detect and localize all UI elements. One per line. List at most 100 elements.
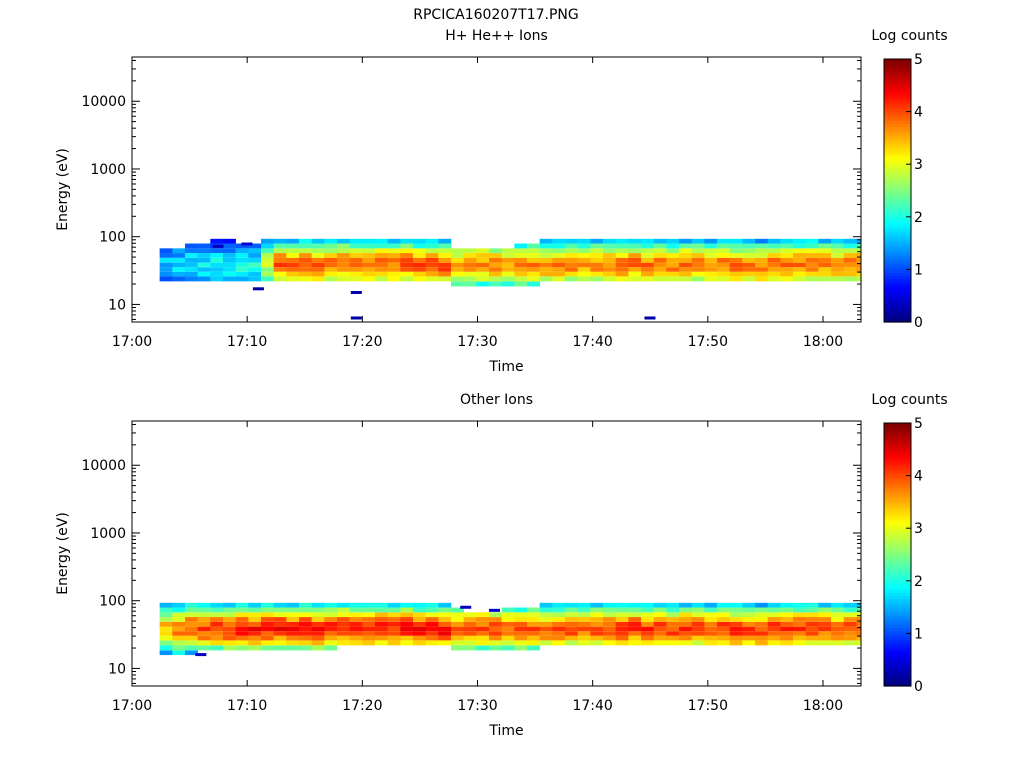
heatmap-cell: [248, 248, 262, 254]
heatmap-cell: [222, 271, 236, 277]
heatmap-cell: [172, 635, 186, 641]
heatmap-cell: [793, 257, 807, 263]
heatmap-cell: [653, 607, 667, 613]
heatmap-cell: [349, 243, 363, 249]
heatmap-cell: [742, 257, 756, 263]
colorbar-segment: [884, 428, 911, 433]
heatmap-cell: [210, 640, 224, 646]
heatmap-cell: [350, 316, 362, 320]
heatmap-cell: [717, 640, 731, 646]
x-tick-label: 17:50: [688, 334, 728, 350]
heatmap-cell: [565, 248, 578, 254]
heatmap-cell: [514, 271, 528, 277]
heatmap-cell: [222, 267, 236, 272]
heatmap-cell: [248, 645, 262, 651]
heatmap-cell: [843, 253, 857, 258]
heatmap-cell: [843, 271, 857, 277]
heatmap-cell: [514, 607, 528, 613]
heatmap-cell: [577, 262, 591, 268]
heatmap-cell: [679, 243, 693, 249]
heatmap-cell: [184, 617, 198, 622]
heatmap-cell: [767, 631, 781, 636]
heatmap-cell: [653, 243, 667, 249]
colorbar-segment: [884, 237, 911, 241]
colorbar-segment: [884, 70, 911, 75]
heatmap-cell: [755, 267, 769, 272]
colorbar-segment: [884, 653, 911, 658]
heatmap-cell: [298, 276, 312, 282]
heatmap-cell: [717, 621, 731, 627]
heatmap-cell: [767, 607, 781, 613]
heatmap-cell: [628, 271, 642, 277]
heatmap-cell: [172, 626, 186, 632]
heatmap-cell: [539, 271, 553, 277]
heatmap-cell: [552, 617, 566, 622]
heatmap-cell: [324, 621, 338, 627]
heatmap-cell: [831, 626, 845, 632]
heatmap-cell: [159, 650, 173, 656]
heatmap-cell: [514, 248, 528, 254]
heatmap-cell: [641, 612, 655, 618]
heatmap-cell: [742, 248, 756, 254]
heatmap-cell: [615, 626, 629, 632]
colorbar-segment: [884, 615, 911, 620]
heatmap-cell: [577, 617, 591, 622]
heatmap-cell: [184, 631, 198, 636]
heatmap-cell: [375, 612, 388, 618]
heatmap-cell: [793, 243, 807, 249]
heatmap-cell: [260, 607, 274, 613]
heatmap-cell: [856, 257, 862, 263]
heatmap-cell: [222, 248, 236, 254]
heatmap-cell: [172, 612, 186, 618]
heatmap-cell: [729, 253, 743, 258]
heatmap-cell: [742, 640, 756, 646]
heatmap-cell: [527, 276, 540, 282]
colorbar-segment: [884, 105, 911, 110]
colorbar-segment: [884, 96, 911, 101]
heatmap-cell: [336, 602, 350, 608]
heatmap-cell: [552, 612, 566, 618]
heatmap-cell: [248, 243, 262, 249]
heatmap-cell: [413, 267, 426, 272]
heatmap-cell: [252, 287, 264, 291]
heatmap-cell: [780, 257, 794, 263]
heatmap-cell: [222, 276, 236, 282]
heatmap-cell: [235, 253, 249, 258]
heatmap-cell: [641, 238, 655, 244]
heatmap-cell: [615, 621, 629, 627]
colorbar-segment: [884, 589, 911, 594]
heatmap-cell: [501, 607, 515, 613]
heatmap-cell: [590, 617, 604, 622]
heatmap-cell: [679, 602, 693, 608]
heatmap-cell: [793, 640, 807, 646]
heatmap-cell: [603, 631, 616, 636]
heatmap-cell: [375, 602, 388, 608]
heatmap-cell: [197, 635, 211, 641]
heatmap-cell: [590, 248, 604, 254]
heatmap-cell: [577, 243, 591, 249]
heatmap-cell: [451, 281, 464, 287]
heatmap-cell: [336, 631, 350, 636]
heatmap-cell: [780, 617, 794, 622]
heatmap-cell: [615, 257, 629, 263]
heatmap-cell: [375, 243, 388, 249]
colorbar-segment: [884, 307, 911, 311]
colorbar-segment: [884, 648, 911, 652]
colorbar-segment: [884, 677, 911, 681]
heatmap-cell: [679, 276, 693, 282]
heatmap-cell: [362, 635, 376, 641]
colorbar-segment: [884, 516, 911, 521]
heatmap-cell: [235, 262, 249, 268]
heatmap-cell: [425, 243, 439, 249]
heatmap-cell: [805, 631, 819, 636]
heatmap-cell: [565, 626, 578, 632]
heatmap-cell: [222, 626, 236, 632]
heatmap-cell: [425, 253, 439, 258]
heatmap-cell: [413, 257, 426, 263]
heatmap-cell: [793, 621, 807, 627]
heatmap-cell: [476, 645, 490, 651]
heatmap-cell: [451, 635, 464, 641]
heatmap-cell: [539, 607, 553, 613]
heatmap-cell: [375, 276, 388, 282]
heatmap-cell: [603, 257, 616, 263]
